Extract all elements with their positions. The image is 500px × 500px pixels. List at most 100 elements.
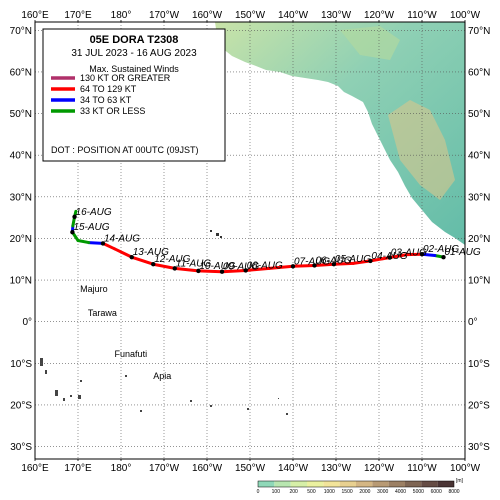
scale-swatch bbox=[339, 481, 356, 487]
lon-label-top: 170°E bbox=[64, 10, 92, 21]
track-position-dot bbox=[151, 262, 156, 267]
legend-dot-note: DOT : POSITION AT 00UTC (09JST) bbox=[51, 145, 199, 155]
legend-box bbox=[42, 28, 226, 162]
scale-tick-label: 2000 bbox=[359, 489, 370, 495]
track-position-dot bbox=[368, 258, 373, 264]
lat-label-left: 70°N bbox=[10, 26, 32, 37]
lat-label-right: 30°N bbox=[468, 192, 490, 203]
lon-label-top: 160°W bbox=[192, 10, 223, 21]
scale-tick-label: 1000 bbox=[324, 489, 335, 495]
track-segment bbox=[351, 259, 372, 265]
track-segment bbox=[332, 261, 355, 266]
place-label: Funafuti bbox=[115, 349, 148, 359]
track-position-dot bbox=[312, 263, 317, 268]
date-label: 09-AUG bbox=[223, 262, 259, 273]
lat-label-right: 10°S bbox=[468, 359, 490, 370]
track-position-dot bbox=[100, 241, 106, 246]
track-date-labels: 01-AUG02-AUG03-AUG04-AUG05-AUG06-AUG07-A… bbox=[73, 207, 480, 273]
track-position-dot bbox=[70, 229, 75, 235]
lon-label-top: 150°W bbox=[235, 10, 266, 21]
scale-swatch bbox=[274, 481, 291, 487]
lat-label-left: 30°N bbox=[10, 192, 32, 203]
scale-tick-label: 4000 bbox=[395, 489, 406, 495]
legend-title: 05E DORA T2308 bbox=[90, 34, 179, 46]
storm-track bbox=[70, 209, 446, 274]
date-label: 03-AUG bbox=[391, 248, 427, 259]
lat-label-right: 0° bbox=[468, 317, 478, 328]
scale-swatch bbox=[258, 481, 275, 487]
lon-label-bottom: 100°W bbox=[450, 463, 481, 474]
track-segment bbox=[196, 269, 224, 274]
lat-label-left: 20°S bbox=[10, 400, 32, 411]
lon-label-bottom: 170°W bbox=[149, 463, 180, 474]
scale-tick-label: 0 bbox=[257, 489, 260, 495]
track-position-dot bbox=[290, 264, 296, 269]
lon-label-top: 160°E bbox=[21, 10, 49, 21]
scale-swatch bbox=[307, 481, 324, 487]
place-label: Majuro bbox=[80, 284, 108, 294]
lon-label-top: 120°W bbox=[364, 10, 395, 21]
scale-swatch bbox=[405, 481, 422, 487]
legend-item-label: 33 KT OR LESS bbox=[80, 106, 145, 116]
scale-tick-label: 1500 bbox=[342, 489, 353, 495]
date-label: 15-AUG bbox=[73, 222, 109, 233]
lat-label-left: 50°N bbox=[10, 109, 32, 120]
date-label: 10-AUG bbox=[199, 261, 235, 272]
track-segment bbox=[313, 262, 336, 267]
track-position-dot bbox=[331, 262, 337, 267]
lat-label-right: 60°N bbox=[468, 67, 490, 78]
lon-label-bottom: 160°E bbox=[21, 463, 49, 474]
date-label: 01-AUG bbox=[445, 247, 481, 258]
track-segment bbox=[113, 247, 134, 259]
date-label: 04-AUG bbox=[371, 251, 407, 262]
place-labels: Majuro Tarawa Funafuti Apia bbox=[80, 284, 171, 381]
lat-label-right: 10°N bbox=[468, 276, 490, 287]
scale-swatch bbox=[356, 481, 373, 487]
lon-label-bottom: 110°W bbox=[407, 463, 437, 474]
track-segment bbox=[267, 264, 295, 270]
pacific-islands bbox=[40, 358, 288, 415]
place-label: Apia bbox=[153, 371, 171, 381]
scale-tick-label: 100 bbox=[272, 489, 281, 495]
scale-frame bbox=[257, 480, 455, 488]
lat-label-right: 20°N bbox=[468, 234, 490, 245]
track-position-dot bbox=[243, 268, 248, 273]
lat-label-right: 30°S bbox=[468, 442, 490, 453]
track-segment bbox=[220, 268, 248, 274]
track-segment bbox=[130, 255, 155, 266]
lon-label-top: 180° bbox=[111, 10, 132, 21]
track-position-dot bbox=[72, 214, 77, 219]
scale-tick-label: 5000 bbox=[413, 489, 424, 495]
lat-label-left: 0° bbox=[22, 317, 32, 328]
legend-item-label: 130 KT OR GREATER bbox=[80, 73, 171, 83]
date-label: 02-AUG bbox=[423, 244, 459, 255]
place-label: Tarawa bbox=[88, 308, 117, 318]
scale-swatch bbox=[372, 481, 389, 487]
scale-tick-label: 6000 bbox=[431, 489, 442, 495]
track-position-dot bbox=[419, 252, 425, 257]
scale-swatch bbox=[290, 481, 307, 487]
scale-tick-label: 200 bbox=[289, 489, 298, 495]
legend-winds-heading: Max. Sustained Winds bbox=[89, 64, 179, 74]
scale-swatch bbox=[437, 481, 454, 487]
date-label: 12-AUG bbox=[154, 254, 190, 265]
track-position-dot bbox=[387, 255, 392, 260]
date-label: 05-AUG bbox=[335, 254, 371, 265]
lat-label-right: 50°N bbox=[468, 109, 490, 120]
date-label: 07-AUG bbox=[294, 256, 330, 267]
lon-label-bottom: 160°W bbox=[192, 463, 223, 474]
date-label: 08-AUG bbox=[247, 260, 283, 271]
legend-item-label: 64 TO 129 KT bbox=[80, 84, 137, 94]
track-segment bbox=[76, 239, 91, 245]
lat-label-right: 70°N bbox=[468, 26, 490, 37]
track-position-dot bbox=[196, 268, 201, 274]
scale-tick-label: 8000 bbox=[448, 489, 459, 495]
lat-label-right: 20°S bbox=[468, 400, 490, 411]
track-position-dot bbox=[441, 254, 446, 260]
elevation-unit: [m] bbox=[456, 478, 464, 484]
date-label: 06-AUG bbox=[316, 255, 352, 266]
lat-label-left: 10°N bbox=[10, 276, 32, 287]
scale-tick-label: 500 bbox=[307, 489, 316, 495]
